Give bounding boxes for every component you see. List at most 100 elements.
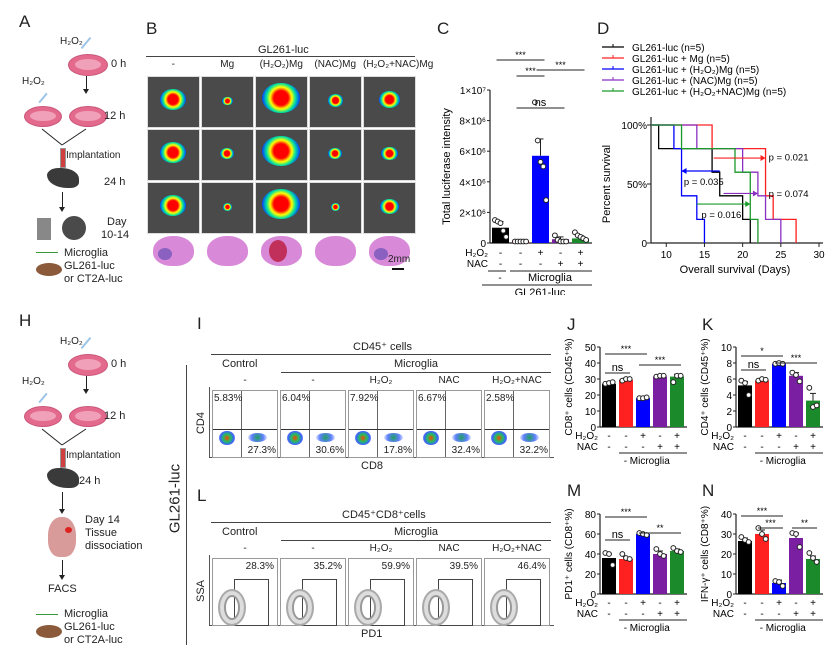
h2o2-sign: -	[760, 598, 763, 609]
nac-sign: -	[641, 442, 644, 453]
group-label-microglia: Microglia	[528, 272, 573, 284]
luciferase-signal	[160, 195, 187, 216]
day-label: Day	[107, 216, 127, 228]
data-point	[543, 197, 549, 204]
bioluminescence-image	[147, 129, 200, 181]
h2o2-sign: -	[743, 598, 746, 609]
pd1-percent: 46.4%	[517, 561, 546, 572]
data-point	[806, 384, 813, 391]
data-point	[626, 376, 633, 382]
cd4-percent: 6.67%	[418, 393, 447, 404]
legend-label: GL261-luc + (NAC)Mg (n=5)	[632, 76, 758, 87]
tumor-region	[374, 248, 388, 260]
facs-plot: 59.9%	[348, 558, 414, 626]
bar	[636, 398, 650, 427]
syringe-icon	[60, 148, 66, 168]
nac-sign: -	[607, 442, 610, 453]
nac-sign: +	[810, 609, 816, 620]
panel-label-d: D	[597, 19, 610, 38]
data-point	[796, 378, 803, 385]
h2o2-sign: +	[674, 598, 680, 609]
y-tick-label: 10	[585, 407, 597, 418]
contour-population	[354, 588, 383, 626]
data-point	[810, 555, 816, 561]
h2o2-sign: -	[624, 431, 627, 442]
h2o2-sign: -	[607, 431, 610, 442]
significance-label: ***	[765, 518, 776, 528]
data-point	[793, 372, 799, 378]
bar	[653, 376, 667, 427]
contour-population	[490, 588, 519, 626]
facs-plot: 46.4%	[484, 558, 550, 626]
mouse-icon	[47, 468, 79, 488]
bar	[755, 380, 769, 427]
y-tick-label: 20	[585, 570, 597, 581]
nac-sign: +	[793, 442, 799, 453]
facs-plot: 5.83% 27.3%	[212, 390, 278, 458]
bar	[619, 379, 633, 427]
tumor-region	[269, 240, 287, 262]
data-point	[534, 137, 541, 144]
contour-population	[218, 588, 247, 626]
y-tick-label: 2	[726, 407, 732, 418]
quadrant-line-vertical	[444, 391, 446, 457]
bioluminescence-image	[147, 76, 200, 128]
panel-label-c: C	[437, 19, 450, 38]
time-label: 0 h	[111, 358, 127, 370]
arrow-down-icon	[59, 575, 65, 580]
significance-label: ***	[655, 355, 666, 365]
bar	[789, 538, 803, 594]
mouse-icon	[47, 168, 79, 188]
data-point	[762, 536, 769, 542]
h2o2-sign: +	[578, 248, 584, 259]
luciferase-signal	[262, 189, 301, 220]
y-tick-label: 8×10⁶	[459, 117, 486, 128]
data-point	[626, 556, 633, 562]
data-point	[677, 549, 684, 555]
nac-sign: +	[810, 442, 816, 453]
microglia-underline	[281, 540, 551, 541]
arrowhead	[681, 168, 687, 175]
cd4-percent: 6.04%	[282, 393, 311, 404]
facs-plot: 7.92% 17.8%	[348, 390, 414, 458]
vertical-group-line	[186, 365, 187, 645]
significance-label: ns	[612, 529, 624, 541]
bioluminescence-image	[363, 182, 416, 234]
h2o2-sign: +	[674, 431, 680, 442]
luciferase-signal	[327, 94, 343, 107]
h2o2-sign: -	[624, 598, 627, 609]
x-axis-label: CD8	[361, 460, 384, 472]
significance-label: ns	[748, 359, 760, 371]
facs-plot: 39.5%	[416, 558, 482, 626]
data-point	[660, 553, 667, 559]
x-tick-label: 15	[699, 250, 711, 261]
bioluminescence-image	[363, 129, 416, 181]
column-label: -	[171, 59, 175, 70]
y-tick-label: 0	[726, 590, 732, 601]
pd1-percent: 59.9%	[381, 561, 410, 572]
bioluminescence-image	[201, 129, 254, 181]
y-tick-label: 10	[721, 343, 733, 354]
data-point	[643, 394, 650, 401]
quadrant-line-horizontal	[485, 429, 549, 431]
mouse-head-icon	[62, 216, 86, 240]
row-label-h2o2: H₂O₂	[711, 431, 734, 442]
y-tick-label: 80	[585, 510, 597, 521]
bioluminescence-image	[255, 76, 308, 128]
h2o2-sign: -	[658, 431, 661, 442]
syringe-icon	[60, 448, 66, 468]
nac-sign: +	[558, 259, 564, 270]
data-point	[503, 233, 509, 240]
day-label: Day 14	[85, 514, 120, 526]
y-axis-label: Total luciferase intensity	[441, 108, 453, 225]
cd8-percent: 17.8%	[383, 445, 412, 456]
tumor-icon	[36, 263, 62, 276]
cell-population	[520, 432, 540, 442]
luciferase-signal	[221, 96, 233, 106]
luciferase-signal	[330, 203, 340, 211]
bar	[789, 375, 803, 427]
h2o2-sign: -	[794, 598, 797, 609]
bar	[619, 559, 633, 594]
nac-sign: -	[624, 609, 627, 620]
cell-population	[316, 432, 336, 442]
